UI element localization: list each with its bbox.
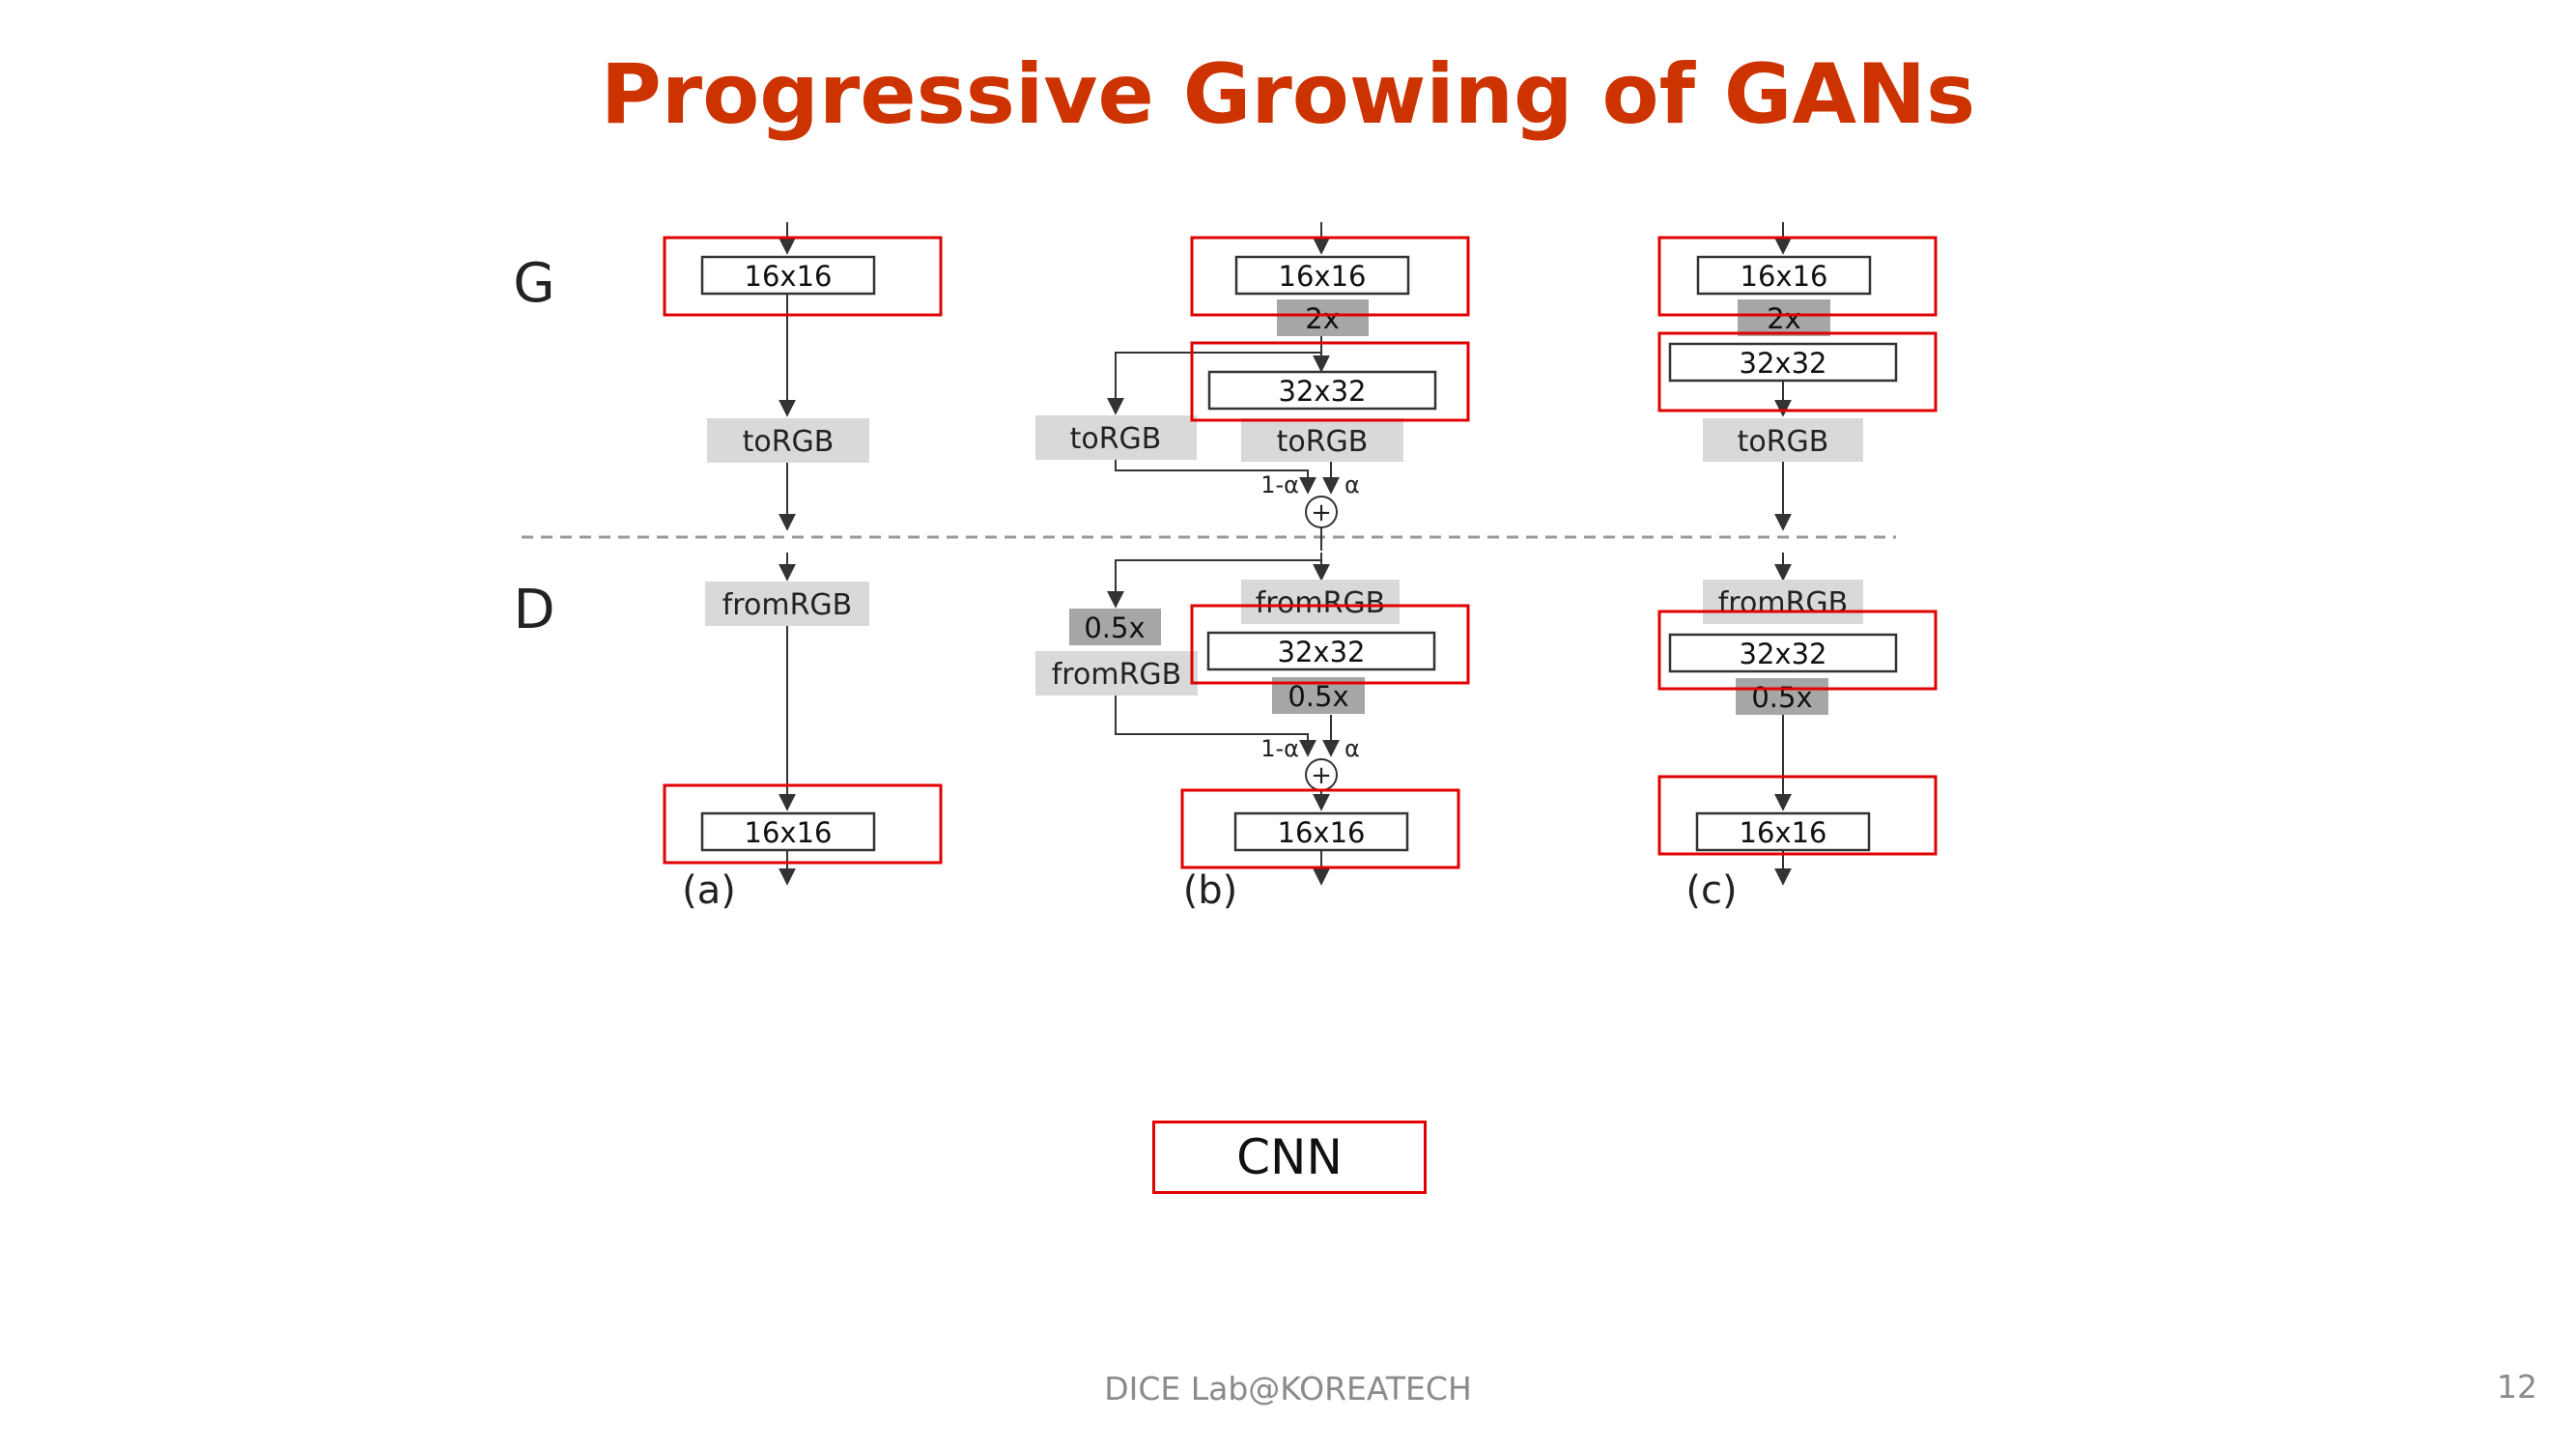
b-fromrgb-new-label: fromRGB bbox=[1256, 586, 1386, 620]
a-d-16x16-highlight bbox=[663, 783, 943, 865]
c-g-32x32-highlight bbox=[1657, 331, 1938, 412]
c-g-32x32-block bbox=[1668, 342, 1898, 383]
cnn-label: CNN bbox=[1236, 1129, 1343, 1185]
b-downsample-old-block bbox=[1069, 609, 1161, 645]
b-g-one-minus-alpha: 1-α bbox=[1260, 471, 1299, 498]
b-g-16x16-label: 16x16 bbox=[1279, 260, 1367, 293]
panel-a-label: (a) bbox=[682, 868, 736, 913]
a-g-16x16-block bbox=[700, 255, 876, 296]
a-fromrgb-label: fromRGB bbox=[722, 588, 853, 622]
discriminator-label: D bbox=[513, 579, 554, 641]
b-upsample-block bbox=[1277, 299, 1369, 336]
b-d-32x32-label: 32x32 bbox=[1278, 636, 1366, 668]
panel-a: 16x16 toRGB fromRGB 16x16 (a) bbox=[663, 222, 943, 913]
a-torgb-label: toRGB bbox=[743, 425, 835, 459]
b-torgb-new-label: toRGB bbox=[1277, 425, 1369, 459]
footer-lab-name: DICE Lab@KOREATECH bbox=[1104, 1370, 1472, 1407]
c-g-16x16-label: 16x16 bbox=[1741, 260, 1828, 293]
page-number: 12 bbox=[2497, 1368, 2537, 1406]
c-upsample-label: 2x bbox=[1767, 302, 1801, 335]
c-d-16x16-highlight bbox=[1657, 775, 1938, 856]
b-d-one-minus-alpha: 1-α bbox=[1260, 735, 1299, 762]
a-g-16x16-highlight bbox=[663, 236, 943, 317]
b-d-16x16-highlight bbox=[1180, 788, 1460, 869]
c-d-32x32-label: 32x32 bbox=[1740, 638, 1827, 670]
panel-c: 16x16 2x 32x32 toRGB fromRGB 32x32 0.5x … bbox=[1657, 222, 1938, 913]
b-g-32x32-highlight bbox=[1190, 341, 1470, 422]
a-torgb-block bbox=[707, 418, 869, 463]
b-torgb-new-block bbox=[1241, 418, 1403, 462]
b-d-32x32-highlight bbox=[1190, 604, 1470, 685]
a-g-16x16-label: 16x16 bbox=[745, 260, 833, 293]
c-upsample-block bbox=[1738, 299, 1830, 336]
c-g-32x32-label: 32x32 bbox=[1740, 347, 1827, 380]
b-g-32x32-label: 32x32 bbox=[1279, 375, 1367, 408]
b-torgb-old-label: toRGB bbox=[1070, 422, 1162, 456]
a-fromrgb-block bbox=[705, 582, 869, 626]
b-fromrgb-old-block bbox=[1035, 651, 1198, 696]
b-g-sum-node bbox=[1305, 496, 1338, 528]
a-d-16x16-label: 16x16 bbox=[745, 816, 833, 849]
b-torgb-old-block bbox=[1035, 415, 1197, 460]
a-d-16x16-block bbox=[700, 811, 876, 852]
b-downsample-new-label: 0.5x bbox=[1288, 680, 1348, 713]
b-upsample-label: 2x bbox=[1305, 302, 1340, 335]
b-g-32x32-block bbox=[1207, 370, 1437, 411]
c-torgb-block bbox=[1703, 418, 1863, 462]
panel-b: 16x16 2x 32x32 toRGB toRGB 1-α α + fromR… bbox=[1035, 222, 1470, 913]
generator-label: G bbox=[513, 252, 554, 315]
c-fromrgb-label: fromRGB bbox=[1718, 586, 1849, 620]
b-g-16x16-highlight bbox=[1190, 236, 1470, 317]
c-downsample-block bbox=[1736, 678, 1828, 715]
c-g-16x16-block bbox=[1696, 255, 1872, 296]
b-fromrgb-old-label: fromRGB bbox=[1052, 658, 1182, 692]
c-d-32x32-block bbox=[1668, 633, 1898, 673]
b-g-sum-symbol: + bbox=[1311, 498, 1332, 527]
b-d-32x32-block bbox=[1206, 631, 1436, 671]
b-d-alpha: α bbox=[1345, 735, 1360, 762]
slide-title: Progressive Growing of GANs bbox=[600, 46, 1976, 143]
b-g-16x16-block bbox=[1234, 255, 1410, 296]
b-downsample-old-label: 0.5x bbox=[1084, 611, 1145, 644]
b-fromrgb-new-block bbox=[1241, 580, 1400, 624]
panel-c-label: (c) bbox=[1685, 868, 1737, 913]
c-torgb-label: toRGB bbox=[1738, 425, 1829, 459]
c-g-16x16-highlight bbox=[1657, 236, 1938, 317]
cnn-label-box: CNN bbox=[1152, 1121, 1427, 1194]
b-d-16x16-block bbox=[1233, 811, 1409, 852]
c-d-16x16-block bbox=[1695, 811, 1871, 852]
c-downsample-label: 0.5x bbox=[1751, 681, 1812, 714]
b-g-alpha: α bbox=[1345, 471, 1360, 498]
b-d-16x16-label: 16x16 bbox=[1278, 816, 1366, 849]
b-d-sum-symbol: + bbox=[1311, 761, 1332, 790]
c-d-32x32-highlight bbox=[1657, 610, 1938, 691]
c-fromrgb-block bbox=[1703, 580, 1863, 624]
c-d-16x16-label: 16x16 bbox=[1740, 816, 1827, 849]
panel-b-label: (b) bbox=[1183, 868, 1238, 913]
